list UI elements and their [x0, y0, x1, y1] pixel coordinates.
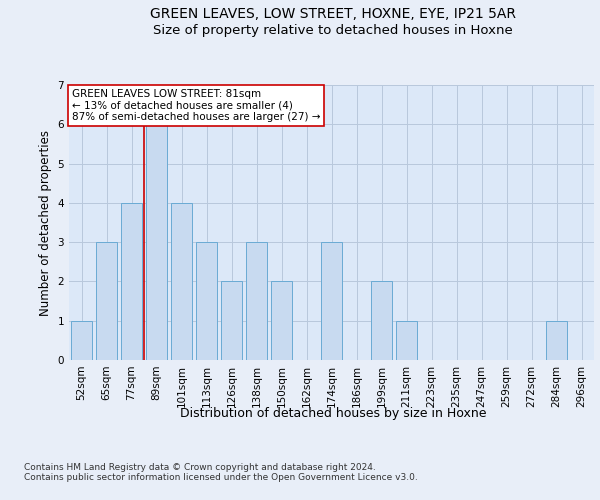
Bar — [271, 282, 292, 360]
Text: Contains HM Land Registry data © Crown copyright and database right 2024.
Contai: Contains HM Land Registry data © Crown c… — [24, 462, 418, 482]
Bar — [146, 124, 167, 360]
Bar — [171, 203, 192, 360]
Text: GREEN LEAVES LOW STREET: 81sqm
← 13% of detached houses are smaller (4)
87% of s: GREEN LEAVES LOW STREET: 81sqm ← 13% of … — [71, 89, 320, 122]
Bar — [371, 282, 392, 360]
Bar — [396, 320, 417, 360]
Bar — [221, 282, 242, 360]
Text: GREEN LEAVES, LOW STREET, HOXNE, EYE, IP21 5AR: GREEN LEAVES, LOW STREET, HOXNE, EYE, IP… — [150, 8, 516, 22]
Bar — [96, 242, 117, 360]
Text: Size of property relative to detached houses in Hoxne: Size of property relative to detached ho… — [153, 24, 513, 37]
Bar — [321, 242, 342, 360]
Bar — [246, 242, 267, 360]
Bar — [121, 203, 142, 360]
Text: Distribution of detached houses by size in Hoxne: Distribution of detached houses by size … — [180, 408, 486, 420]
Y-axis label: Number of detached properties: Number of detached properties — [39, 130, 52, 316]
Bar — [196, 242, 217, 360]
Bar — [546, 320, 567, 360]
Bar — [71, 320, 92, 360]
